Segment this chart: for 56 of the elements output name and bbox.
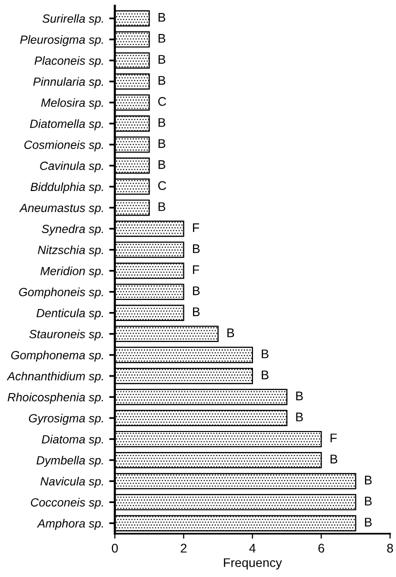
y-tick-label: Amphora sp.	[36, 518, 103, 530]
data-label: B	[365, 476, 372, 484]
data-label: B	[158, 139, 166, 148]
y-tick-label: Nitzschia sp.	[38, 245, 103, 256]
y-tick-label: Diatoma sp.	[42, 434, 103, 446]
y-tick-label: Gomphoneis sp.	[19, 288, 103, 299]
data-label: B	[262, 350, 268, 358]
data-label: B	[262, 370, 268, 380]
data-label: B	[158, 13, 166, 22]
data-label: B	[158, 55, 166, 64]
y-tick-label: Dymbella sp.	[36, 456, 103, 467]
x-tick-label: 8	[387, 544, 393, 553]
data-label: B	[158, 202, 166, 211]
y-tick-label: Placoneis sp.	[34, 56, 103, 68]
data-label: B	[296, 392, 303, 400]
y-tick-label: Rhoicosphenia sp.	[8, 392, 103, 404]
y-tick-label: Cosmioneis sp.	[24, 140, 103, 152]
y-tick-label: Pinnularia sp.	[33, 77, 103, 88]
y-tick-label: Melosira sp.	[41, 98, 103, 110]
data-label: B	[193, 308, 200, 316]
data-label: C	[158, 97, 166, 106]
y-tick-label: Stauroneis sp.	[29, 330, 103, 341]
y-tick-label: Cavinula sp.	[40, 161, 103, 172]
data-label: B	[296, 412, 303, 422]
y-tick-label: Denticula sp.	[36, 308, 103, 320]
x-tick-label: 0	[112, 544, 118, 553]
data-label: B	[158, 160, 166, 169]
y-tick-label: Biddulphia sp.	[30, 182, 103, 194]
data-label: B	[158, 118, 166, 127]
x-axis-title: Frequency	[224, 558, 282, 570]
data-label: F	[193, 265, 200, 274]
data-label: B	[193, 286, 200, 296]
data-label: B	[193, 244, 200, 253]
data-label: B	[365, 518, 372, 526]
y-tick-label: Achnanthidium sp.	[6, 372, 103, 383]
data-label: F	[330, 434, 337, 442]
y-tick-label: Synedra sp.	[42, 224, 103, 236]
x-tick-label: 6	[318, 544, 324, 553]
data-label: B	[158, 76, 166, 85]
y-tick-label: Diatomella sp.	[30, 119, 103, 130]
x-tick-label: 4	[249, 544, 256, 553]
y-tick-label: Navicula sp.	[40, 476, 103, 488]
y-tick-label: Gyrosigma sp.	[28, 414, 103, 425]
data-label: B	[365, 496, 372, 506]
y-tick-label: Pleurosigma sp.	[20, 35, 103, 46]
data-label: C	[158, 181, 166, 190]
x-tick-label: 2	[180, 544, 186, 553]
y-tick-label: Gomphonema sp.	[11, 350, 103, 362]
data-label: F	[193, 223, 200, 232]
data-label: B	[158, 34, 166, 43]
data-label: B	[330, 454, 338, 464]
y-tick-label: Aneumastus sp.	[19, 204, 103, 214]
y-tick-label: Surirella sp.	[42, 14, 103, 26]
data-label: B	[227, 328, 234, 338]
y-tick-label: Cocconeis sp.	[30, 498, 103, 509]
y-tick-label: Meridion sp.	[40, 266, 103, 278]
